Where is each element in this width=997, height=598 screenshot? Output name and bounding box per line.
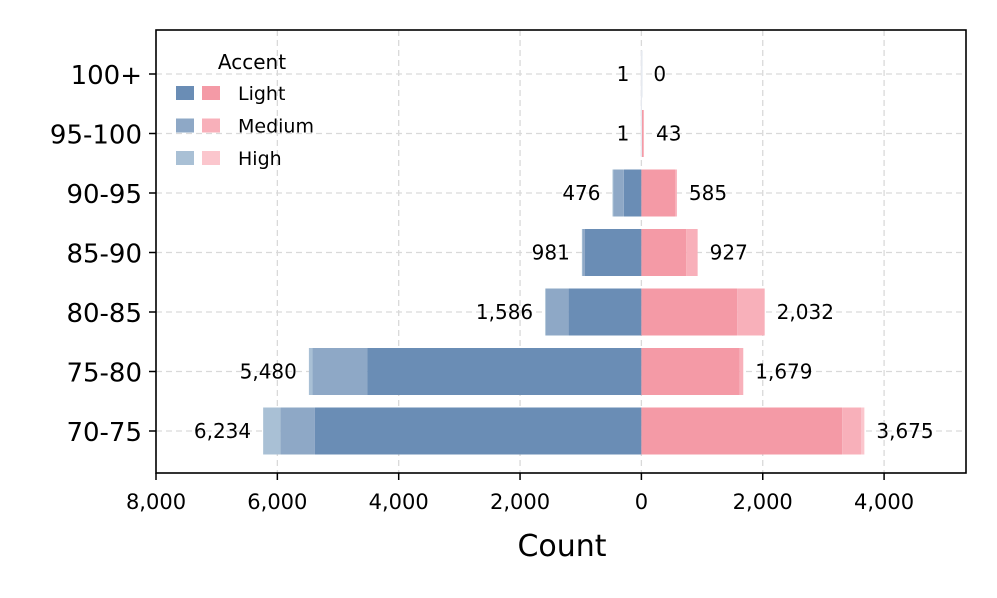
y-tick-label-0: 100+ — [71, 61, 142, 91]
bar-left-high-5 — [308, 348, 313, 395]
bar-right-medium-4 — [737, 288, 765, 336]
bar-right-light-3 — [641, 229, 687, 276]
y-tick-label-1: 95-100 — [50, 121, 142, 151]
x-tick-label-5: 2,000 — [733, 490, 793, 514]
bar-right-medium-2 — [675, 169, 677, 217]
legend-label-high: High — [238, 148, 282, 170]
legend-swatch-right-medium — [202, 118, 220, 133]
legend-swatch-left-medium — [176, 118, 194, 133]
bar-label-left-6: 6,234 — [194, 419, 251, 443]
bar-label-left-5: 5,480 — [240, 360, 297, 384]
y-tick-label-5: 75-80 — [66, 359, 142, 389]
bar-right-light-2 — [641, 169, 676, 217]
bar-left-high-3 — [581, 229, 583, 276]
bar-left-high-2 — [612, 169, 614, 217]
bar-label-right-6: 3,675 — [876, 419, 933, 443]
y-tick-label-4: 80-85 — [66, 299, 142, 329]
bar-right-medium-6 — [842, 407, 862, 455]
legend-title: Accent — [218, 50, 286, 74]
x-axis-ticks: 8,000 6,000 4,000 2,000 0 2,000 4,000 — [126, 473, 914, 514]
bar-right-medium-1 — [643, 110, 645, 157]
bar-right-medium-3 — [686, 229, 698, 276]
bar-left-light-2 — [623, 169, 642, 217]
bar-left-medium-6 — [280, 407, 315, 455]
legend-swatch-left-high — [176, 151, 194, 165]
bar-left-high-4 — [545, 288, 546, 336]
bar-label-left-2: 476 — [562, 181, 600, 205]
legend-swatch-right-high — [202, 151, 220, 165]
legend: Accent Light Medium High — [176, 50, 314, 170]
x-tick-label-3: 2,000 — [490, 490, 550, 514]
y-tick-label-6: 70-75 — [66, 418, 142, 448]
bar-right-high-6 — [861, 407, 865, 455]
bar-right-light-6 — [641, 407, 843, 455]
bar-left-high-6 — [263, 407, 281, 455]
bar-left-light-5 — [367, 348, 642, 395]
bar-label-right-2: 585 — [689, 181, 727, 205]
bar-left-medium-2 — [613, 169, 624, 217]
legend-label-light: Light — [238, 83, 285, 105]
bars — [263, 50, 865, 455]
bar-label-right-3: 927 — [710, 241, 748, 265]
x-axis-label: Count — [517, 529, 606, 564]
bar-right-medium-5 — [739, 348, 744, 395]
bar-label-left-4: 1,586 — [476, 300, 533, 324]
bar-left-light-4 — [568, 288, 642, 336]
bar-label-left-3: 981 — [532, 241, 570, 265]
bar-right-light-1 — [641, 110, 644, 157]
legend-swatch-right-light — [202, 86, 220, 100]
bar-label-left-0: 1 — [617, 62, 630, 86]
bar-label-left-1: 1 — [617, 122, 630, 146]
plot-frame — [155, 29, 967, 474]
legend-label-medium: Medium — [238, 116, 314, 138]
x-tick-label-1: 6,000 — [247, 490, 307, 514]
bar-left-medium-4 — [545, 288, 569, 336]
bar-label-right-4: 2,032 — [777, 300, 834, 324]
x-tick-label-4: 0 — [635, 490, 648, 514]
y-axis-ticks: 100+ 95-100 90-95 85-90 80-85 75-80 70-75 — [50, 61, 156, 448]
bar-left-medium-5 — [312, 348, 368, 395]
y-tick-label-2: 90-95 — [66, 180, 142, 210]
bar-label-right-5: 1,679 — [755, 360, 812, 384]
x-tick-label-0: 8,000 — [126, 490, 186, 514]
bar-left-light-6 — [314, 407, 642, 455]
x-tick-label-2: 4,000 — [369, 490, 429, 514]
legend-swatch-left-light — [176, 86, 194, 100]
bar-right-light-4 — [641, 288, 738, 336]
bar-left-medium-3 — [582, 229, 585, 276]
y-tick-label-3: 85-90 — [66, 240, 142, 270]
bar-right-light-5 — [641, 348, 740, 395]
x-tick-label-6: 4,000 — [854, 490, 914, 514]
bar-left-light-3 — [584, 229, 642, 276]
bar-label-right-1: 43 — [656, 122, 681, 146]
bar-label-right-0: 0 — [653, 62, 666, 86]
